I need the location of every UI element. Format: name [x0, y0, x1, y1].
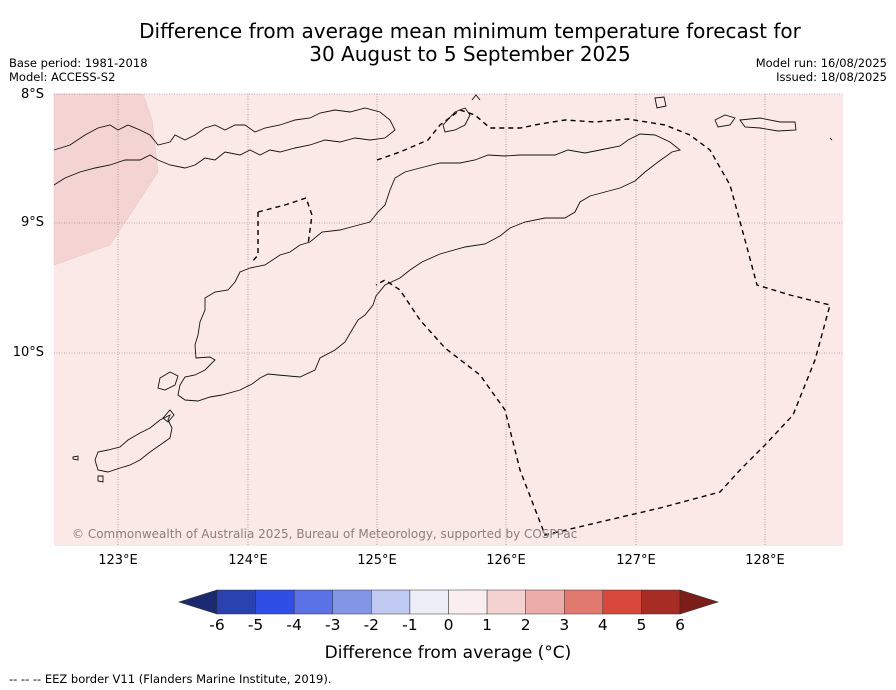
title-line-1: Difference from average mean minimum tem…	[139, 19, 801, 43]
colorbar-segment	[216, 589, 256, 615]
colorbar-segment	[293, 589, 333, 615]
colorbar-segment	[486, 589, 526, 615]
lon-label-124e: 124°E	[228, 553, 268, 568]
colorbar-segment	[448, 589, 488, 615]
colorbar-tick-label: -2	[363, 616, 380, 634]
colorbar-segment	[409, 589, 449, 615]
lon-label-126e: 126°E	[486, 553, 526, 568]
colorbar-extend-high	[679, 589, 719, 615]
colorbar-tick-label: -4	[286, 616, 302, 634]
metadata-left: Base period: 1981-2018 Model: ACCESS-S2	[9, 56, 148, 84]
small-island-2	[72, 455, 79, 461]
timor-coastline	[177, 133, 681, 402]
base-period: Base period: 1981-2018	[9, 56, 148, 70]
eez-border-north-timor	[375, 109, 831, 536]
small-island-1	[162, 409, 175, 423]
colorbar-tick-label: 1	[482, 616, 493, 634]
colorbar-segment	[602, 589, 642, 615]
colorbar-segment	[641, 589, 681, 615]
lon-label-127e: 127°E	[616, 553, 656, 568]
footer-note: -- -- -- EEZ border V11 (Flanders Marine…	[9, 672, 332, 686]
colorbar-tick-label: 5	[636, 616, 647, 634]
northern-island-tip	[471, 94, 481, 101]
lat-label-8s: 8°S	[20, 87, 44, 102]
colorbar-label: Difference from average (°C)	[324, 643, 572, 663]
chart-title: Difference from average mean minimum tem…	[100, 20, 840, 66]
east-island-2	[714, 114, 736, 128]
gridlines	[54, 93, 843, 546]
metadata-right: Model run: 16/08/2025 Issued: 18/08/2025	[756, 56, 887, 84]
colorbar-segment	[371, 589, 411, 615]
eez-border-oecusse	[257, 197, 313, 246]
colorbar-tick-label: -5	[247, 616, 264, 634]
wetar-coastline	[442, 107, 471, 133]
colorbar-tick-label: -6	[209, 616, 225, 634]
colorbar-segment	[525, 589, 565, 615]
copyright-notice: © Commonwealth of Australia 2025, Bureau…	[72, 527, 578, 541]
eez-borders	[251, 109, 831, 536]
model-name: Model: ACCESS-S2	[9, 70, 116, 84]
colorbar-tick-label: 6	[675, 616, 685, 634]
small-island-3	[97, 475, 104, 483]
east-island-3	[739, 117, 797, 132]
issued-date: Issued: 18/08/2025	[776, 70, 887, 84]
lon-label-125e: 125°E	[357, 553, 397, 568]
colorbar-tick-label: 3	[559, 616, 570, 634]
semau-island	[157, 371, 179, 391]
colorbar-extend-low	[178, 589, 218, 615]
colorbar-segments	[178, 589, 719, 615]
model-run: Model run: 16/08/2025	[755, 56, 887, 70]
lon-label-128e: 128°E	[745, 553, 785, 568]
colorbar-segment	[332, 589, 372, 615]
map-background	[54, 94, 843, 546]
title-line-2: 30 August to 5 September 2025	[309, 42, 631, 66]
colorbar-segment	[255, 589, 295, 615]
colorbar-tick-label: 0	[443, 616, 454, 634]
northern-islands-coastline	[53, 107, 396, 186]
east-island-4	[829, 137, 833, 141]
colorbar-tick-label: 4	[597, 616, 608, 634]
colorbar-tick-label: 2	[520, 616, 531, 634]
colorbar-segment	[564, 589, 604, 615]
lon-label-123e: 123°E	[98, 553, 138, 568]
rote-coastline	[94, 414, 173, 473]
coastlines	[53, 94, 833, 483]
lat-label-9s: 9°S	[20, 215, 44, 230]
warm-anomaly-patch	[53, 93, 159, 266]
colorbar-tick-label: -1	[402, 616, 418, 634]
eez-border-oecusse-west	[251, 212, 259, 263]
lat-label-10s: 10°S	[12, 345, 44, 360]
east-island-1	[654, 96, 667, 109]
colorbar-tick-label: -3	[325, 616, 341, 634]
